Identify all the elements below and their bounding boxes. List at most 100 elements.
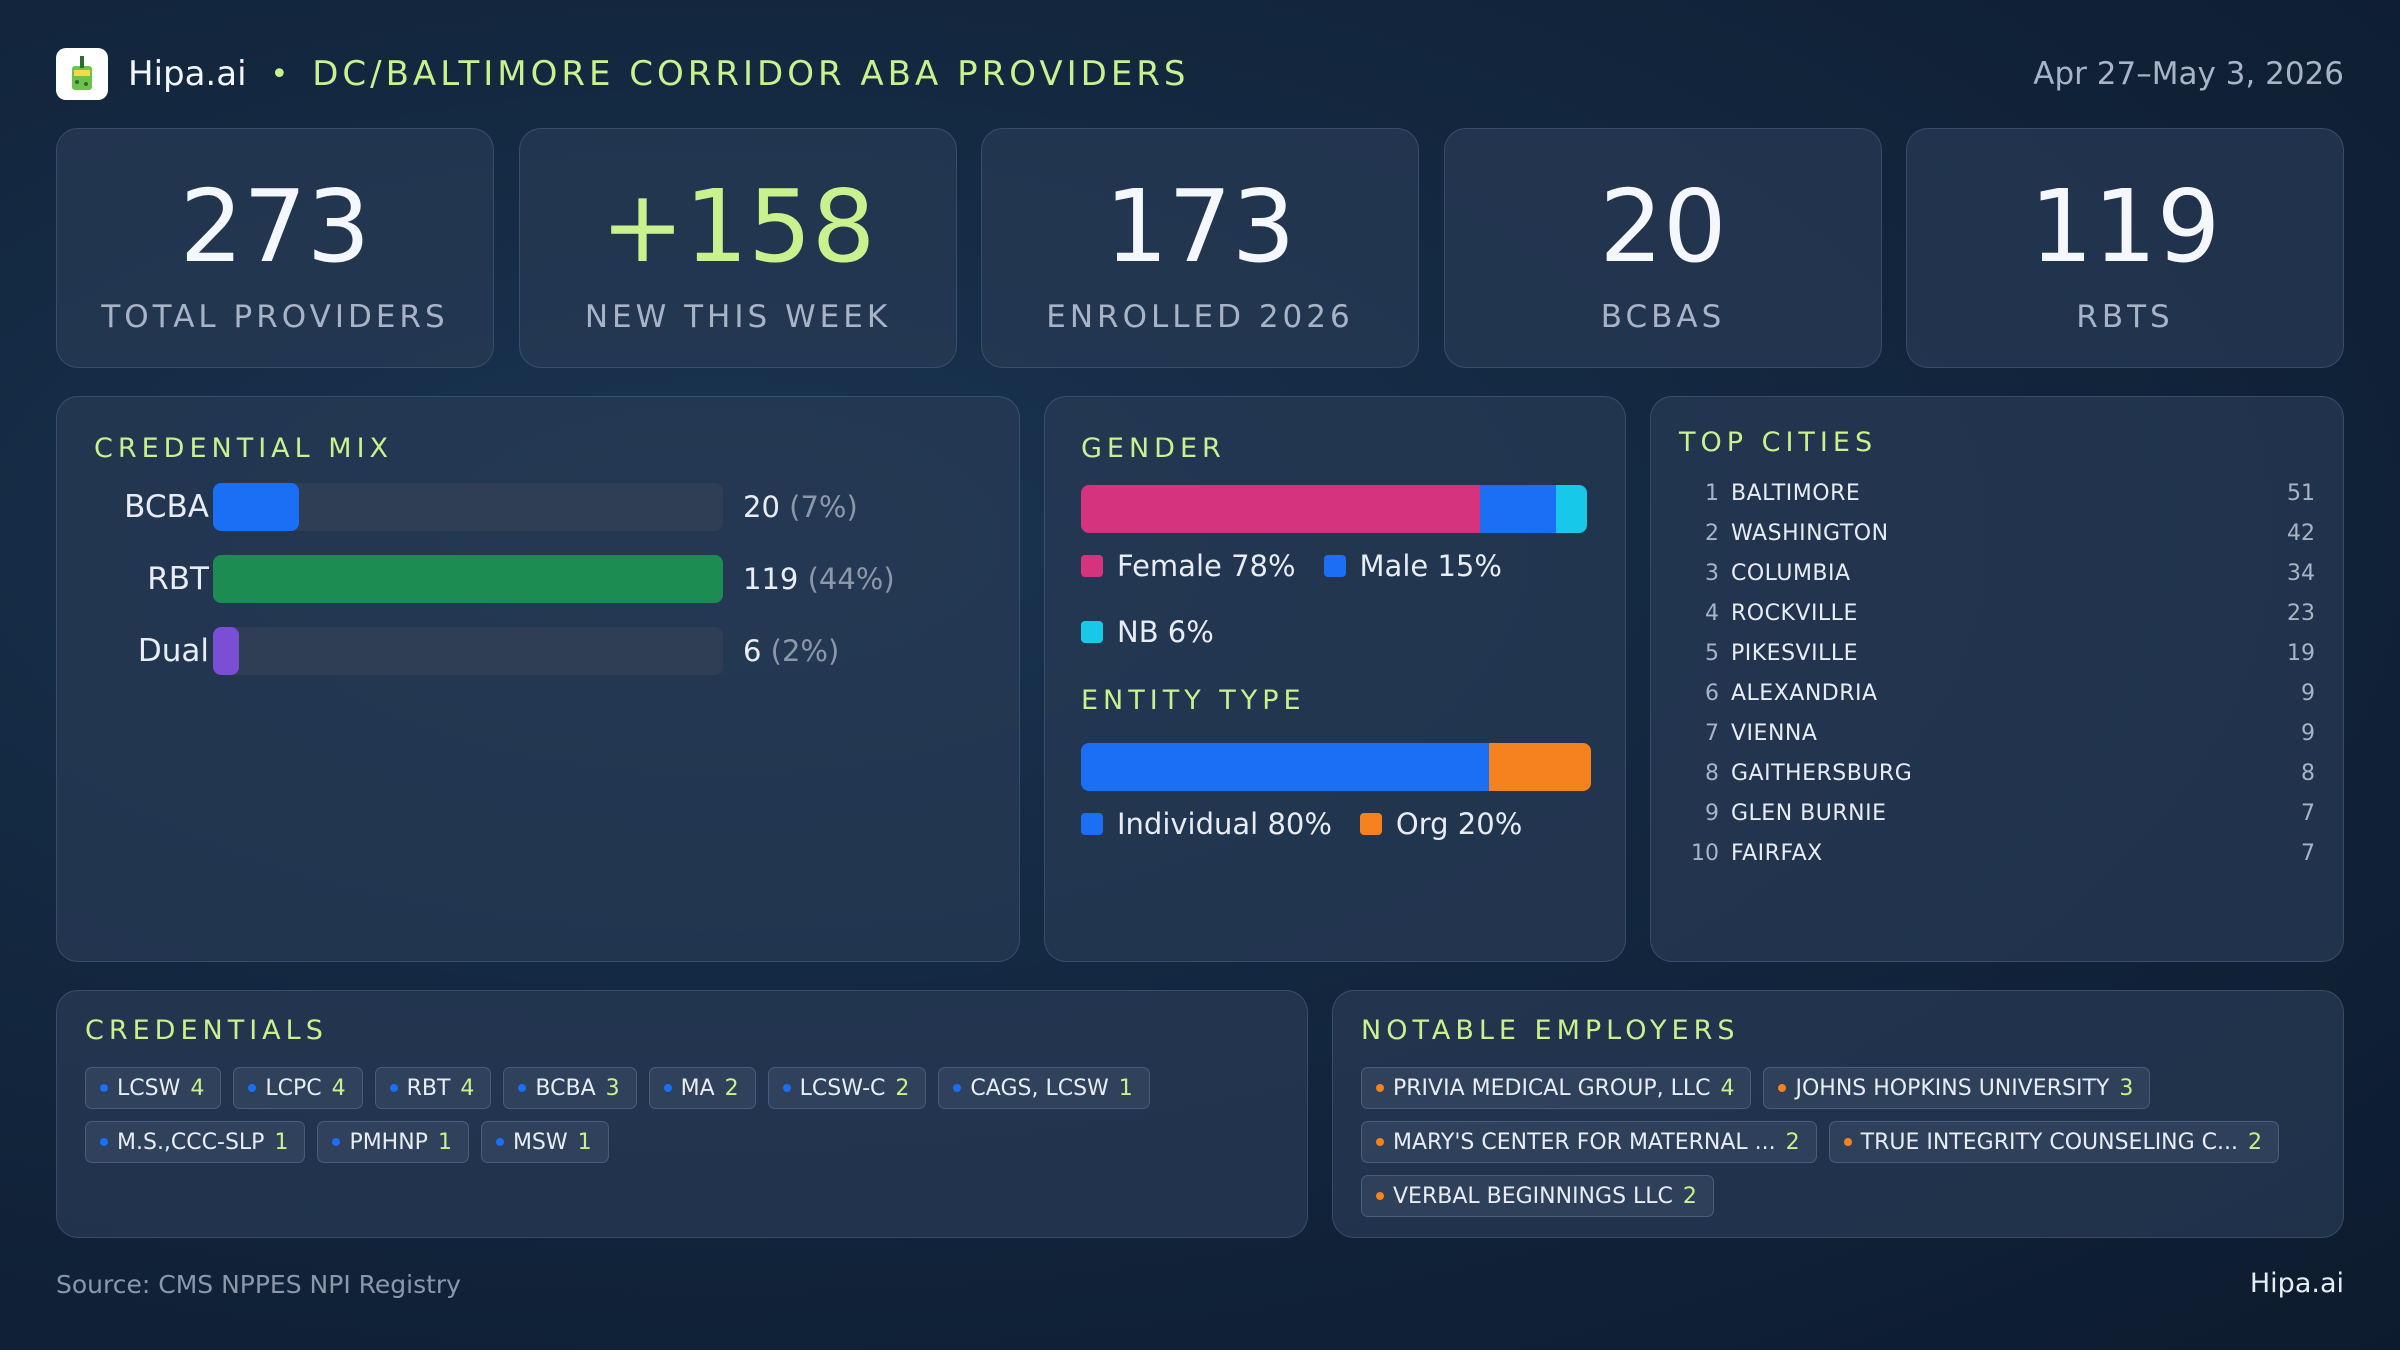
section-title: NOTABLE EMPLOYERS [1361, 1015, 1740, 1046]
section-title: CREDENTIALS [85, 1015, 328, 1046]
logo-icon [56, 48, 108, 100]
chip-dot [782, 1084, 791, 1092]
city-row: 2 WASHINGTON 42 [1679, 513, 2315, 553]
city-rank: 2 [1705, 520, 1719, 546]
legend-swatch [1081, 621, 1103, 643]
city-row: 6 ALEXANDRIA 9 [1679, 673, 2315, 713]
page-title: DC/BALTIMORE CORRIDOR ABA PROVIDERS [312, 54, 1190, 94]
kpi-value: 119 [2029, 168, 2221, 285]
legend-swatch [1081, 813, 1103, 835]
credentials-panel: CREDENTIALS LCSW 4 LCPC 4 RBT 4 BCBA 3 MA 2 LCSW-C… [56, 990, 1308, 1238]
credential-bar-track [213, 627, 723, 675]
credential-count: 119 [743, 562, 799, 596]
gender-title: GENDER [1081, 433, 1226, 464]
chip: MARY'S CENTER FOR MATERNAL ... 2 [1361, 1121, 1817, 1163]
entity-type-title: ENTITY TYPE [1081, 685, 1306, 716]
chip-count: 1 [274, 1129, 289, 1155]
chip-count: 2 [2248, 1129, 2263, 1155]
credential-bar-track [213, 555, 723, 603]
city-count: 42 [2287, 520, 2315, 546]
stack-segment [1489, 743, 1591, 791]
city-row: 1 BALTIMORE 51 [1679, 473, 2315, 513]
legend-swatch [1081, 555, 1103, 577]
chip: LCSW 4 [85, 1067, 222, 1109]
top-cities-panel: TOP CITIES 1 BALTIMORE 51 2 WASHINGTON 42 3 COL… [1650, 396, 2344, 962]
chip-count: 2 [724, 1075, 739, 1101]
city-name: GLEN BURNIE [1731, 800, 1887, 826]
credential-bar-track [213, 483, 723, 531]
credential-bar-fill [213, 483, 299, 531]
legend-female: Female 78% [1081, 549, 1296, 583]
city-name: WASHINGTON [1731, 520, 1889, 546]
chip: RBT 4 [374, 1067, 492, 1109]
credential-pct: (2%) [770, 634, 840, 668]
chip-label: CAGS, LCSW [970, 1075, 1109, 1101]
credential-count: 6 [743, 634, 762, 668]
chip-dot [100, 1138, 108, 1146]
credential-count: 20 [743, 490, 780, 524]
legend-label: Male 15% [1359, 549, 1502, 583]
kpi-label: ENROLLED 2026 [1046, 299, 1354, 335]
city-name: BALTIMORE [1731, 480, 1861, 506]
chip-count: 2 [895, 1075, 910, 1101]
city-count: 51 [2287, 480, 2315, 506]
chip-label: MSW [512, 1129, 568, 1155]
credential-row-rbt: RBT 119 (44%) [57, 555, 1019, 605]
city-count: 9 [2301, 680, 2315, 706]
city-count: 23 [2287, 600, 2315, 626]
chip-dot [1376, 1138, 1384, 1146]
kpi-value: +158 [600, 168, 876, 285]
chip-count: 4 [331, 1075, 346, 1101]
kpi-card-new-this-week: +158 NEW THIS WEEK [519, 128, 957, 368]
legend-label: NB 6% [1117, 615, 1214, 649]
chip-dot [495, 1138, 504, 1146]
credential-mix-panel: CREDENTIAL MIX BCBA 20 (7%) RBT 119 (44%… [56, 396, 1020, 962]
chip: CAGS, LCSW 1 [938, 1067, 1150, 1109]
chip: TRUE INTEGRITY COUNSELING C... 2 [1828, 1121, 2280, 1163]
credential-row-bcba: BCBA 20 (7%) [57, 483, 1019, 533]
chip-label: RBT [406, 1075, 451, 1101]
city-row: 8 GAITHERSBURG 8 [1679, 753, 2315, 793]
credential-bar-fill [213, 555, 723, 603]
credential-value: 20 (7%) [743, 490, 858, 524]
chip-dot [389, 1084, 398, 1092]
chip-label: M.S.,CCC-SLP [117, 1129, 265, 1155]
chip: JOHNS HOPKINS UNIVERSITY 3 [1763, 1067, 2151, 1109]
city-name: GAITHERSBURG [1731, 760, 1913, 786]
city-rank: 4 [1705, 600, 1719, 626]
city-rank: 5 [1705, 640, 1719, 666]
city-count: 19 [2287, 640, 2315, 666]
city-rank: 1 [1705, 480, 1719, 506]
kpi-card-bcbas: 20 BCBAS [1444, 128, 1882, 368]
chip-count: 1 [437, 1129, 452, 1155]
legend-label: Individual 80% [1117, 807, 1332, 841]
chip-label: LCSW [117, 1075, 181, 1101]
credential-chips: LCSW 4 LCPC 4 RBT 4 BCBA 3 MA 2 LCSW-C 2 CAGS, LCSW 1… [85, 1067, 1279, 1175]
section-title: TOP CITIES [1679, 427, 1878, 458]
chip-label: PRIVIA MEDICAL GROUP, LLC [1393, 1075, 1711, 1101]
city-row: 5 PIKESVILLE 19 [1679, 633, 2315, 673]
chip-label: BCBA [535, 1075, 596, 1101]
chip: MSW 1 [480, 1121, 609, 1163]
legend-swatch [1323, 555, 1346, 577]
city-count: 7 [2301, 840, 2315, 866]
legend-individual: Individual 80% [1081, 807, 1332, 841]
city-rank: 9 [1705, 800, 1719, 826]
stack-segment [1479, 485, 1557, 533]
chip-count: 4 [190, 1075, 205, 1101]
kpi-label: RBTS [2076, 299, 2174, 335]
chip-dot [100, 1084, 108, 1092]
credential-label: BCBA [124, 489, 209, 525]
chip-label: JOHNS HOPKINS UNIVERSITY [1795, 1075, 2110, 1101]
stack-segment [1556, 485, 1587, 533]
employer-chips: PRIVIA MEDICAL GROUP, LLC 4 JOHNS HOPKINS … [1361, 1067, 2315, 1229]
chip-label: LCSW-C [799, 1075, 886, 1101]
credential-row-dual: Dual 6 (2%) [57, 627, 1019, 677]
city-rank: 8 [1705, 760, 1719, 786]
chip-count: 1 [577, 1129, 592, 1155]
kpi-card-enrolled-2026: 173 ENROLLED 2026 [981, 128, 1419, 368]
chip-count: 2 [1785, 1129, 1800, 1155]
kpi-value: 273 [179, 168, 371, 285]
chip-label: TRUE INTEGRITY COUNSELING C... [1860, 1129, 2239, 1155]
credential-pct: (44%) [807, 562, 895, 596]
